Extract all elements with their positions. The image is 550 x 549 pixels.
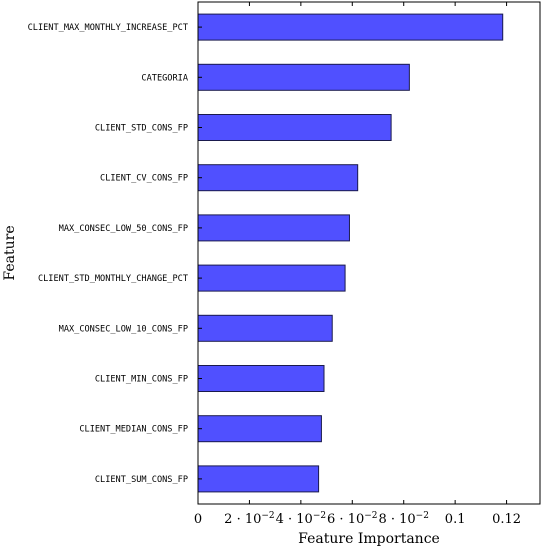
x-tick-label: 0.1 (445, 512, 466, 527)
category-label: CLIENT_STD_CONS_FP (95, 124, 188, 134)
bar-max-consec-low-10-cons-fp (197, 314, 333, 342)
x-tick-label: 4 · 10−2 (276, 511, 327, 527)
bar-client-std-cons-fp (197, 114, 392, 141)
bar-client-std-monthly-change-pct (197, 264, 346, 292)
x-tick-label: 8 · 10−2 (378, 511, 429, 527)
bar-client-median-cons-fp (197, 415, 322, 443)
x-tick-label: 0 (194, 512, 202, 527)
category-label: CATEGORIA (141, 73, 188, 83)
x-axis-title: Feature Importance (298, 531, 440, 547)
bar-client-cv-cons-fp (197, 164, 359, 192)
bar-client-sum-cons-fp (197, 465, 320, 493)
bar-max-consec-low-50-cons-fp (197, 214, 350, 242)
category-label: CLIENT_CV_CONS_FP (100, 174, 188, 184)
bar-client-max-monthly-increase-pct (197, 13, 504, 41)
x-tick-label: 2 · 10−2 (224, 511, 275, 527)
y-axis-title: Feature (2, 225, 18, 280)
x-tick-label: 0.12 (492, 512, 521, 527)
category-label: CLIENT_MEDIAN_CONS_FP (79, 425, 188, 435)
plot-frame (197, 1, 541, 505)
category-label: CLIENT_MIN_CONS_FP (95, 375, 188, 385)
category-label: CLIENT_MAX_MONTHLY_INCREASE_PCT (28, 23, 188, 33)
bars-group (197, 13, 504, 493)
bar-categoria (197, 63, 410, 91)
category-label: CLIENT_SUM_CONS_FP (95, 475, 188, 485)
category-label: MAX_CONSEC_LOW_50_CONS_FP (59, 224, 188, 234)
category-labels: CLIENT_MAX_MONTHLY_INCREASE_PCT CATEGORIA… (28, 23, 189, 485)
x-tick-label: 6 · 10−2 (327, 511, 378, 527)
bar-client-min-cons-fp (197, 365, 325, 392)
x-tick-group: 0 2 · 10−2 4 · 10−2 6 · 10−2 8 · 10−2 0.1 0.12 (194, 2, 521, 527)
category-label: CLIENT_STD_MONTHLY_CHANGE_PCT (38, 274, 188, 284)
category-label: MAX_CONSEC_LOW_10_CONS_FP (59, 324, 188, 334)
